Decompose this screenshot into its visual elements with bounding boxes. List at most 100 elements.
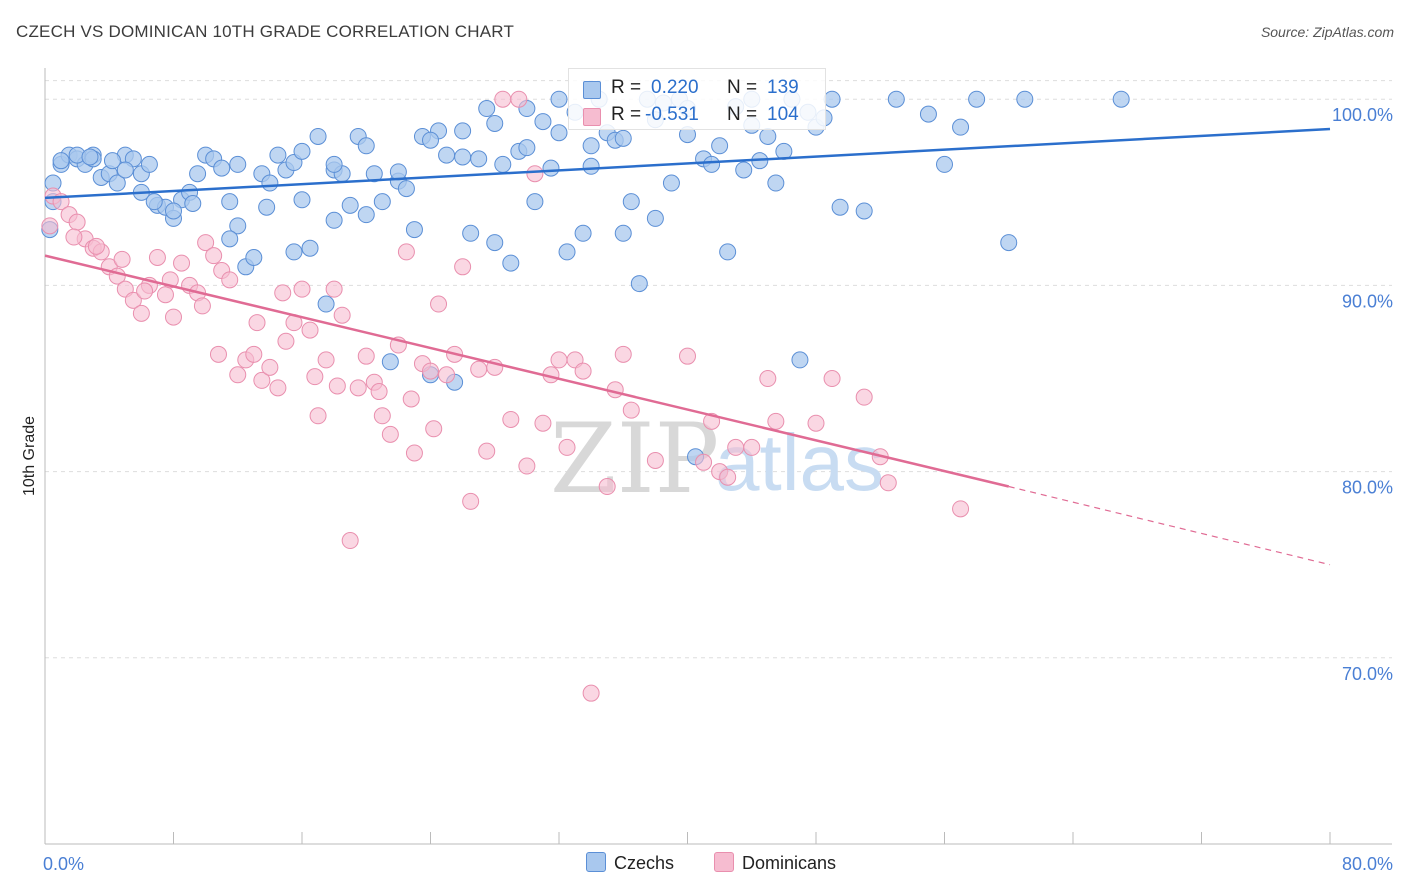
chart-title: CZECH VS DOMINICAN 10TH GRADE CORRELATIO… — [16, 22, 515, 41]
dominican-point — [306, 368, 324, 386]
czech-point — [558, 243, 576, 261]
czech-point — [968, 90, 986, 108]
czech-point — [823, 90, 841, 108]
czech-point — [140, 155, 158, 173]
czech-swatch — [583, 81, 601, 99]
czech-point — [285, 243, 303, 261]
dominican-swatch — [583, 108, 601, 126]
czech-legend-label: Czechs — [614, 853, 675, 873]
dominican-point — [494, 90, 512, 108]
czech-point — [494, 155, 512, 173]
dominican-point — [293, 280, 311, 298]
dominican-point — [87, 237, 105, 255]
czech-point — [478, 100, 496, 118]
czech-point — [582, 157, 600, 175]
czech-point — [534, 113, 552, 131]
dominican-point — [65, 228, 83, 246]
dominican-point — [132, 304, 150, 322]
y-tick-label: 90.0% — [1342, 291, 1393, 311]
dominican-point — [205, 247, 223, 265]
czech-point — [184, 195, 202, 213]
dominican-point — [41, 217, 59, 235]
y-axis-label: 10th Grade — [21, 415, 38, 497]
legend-row-dominicans: R = -0.531 N = 104 — [569, 104, 825, 132]
czech-point — [614, 224, 632, 242]
dominican-point — [425, 420, 443, 438]
dominican-point — [156, 286, 174, 304]
y-tick-label: 70.0% — [1342, 664, 1393, 684]
czech-point — [1000, 234, 1018, 252]
legend-r-label: R = — [611, 77, 642, 98]
czech-point — [454, 122, 472, 140]
czech-point — [767, 174, 785, 192]
dominican-point — [309, 407, 327, 425]
dominican-point — [68, 213, 86, 231]
dominican-point — [245, 345, 263, 363]
dominican-point — [341, 532, 359, 550]
dominican-point — [229, 366, 247, 384]
czech-point — [213, 159, 231, 177]
dominican-point — [823, 370, 841, 388]
czech-point — [1112, 90, 1130, 108]
dominican-point — [855, 388, 873, 406]
czech-point — [145, 193, 163, 211]
czech-point — [526, 193, 544, 211]
dominican-point — [209, 345, 227, 363]
dominican-point — [502, 410, 520, 428]
dominican-point — [148, 249, 166, 266]
czech-point — [405, 221, 423, 239]
legend-r-value: -0.531 — [645, 104, 699, 125]
czech-point — [341, 196, 359, 214]
czech-point — [325, 211, 343, 229]
czech-point — [293, 142, 311, 160]
dominican-point — [679, 347, 696, 365]
czech-point — [301, 239, 319, 257]
czech-point — [52, 152, 70, 170]
czech-point — [630, 275, 648, 293]
x-tick-label: 0.0% — [43, 854, 84, 874]
dominican-point — [381, 425, 399, 443]
dominican-point — [124, 291, 142, 309]
dominican-point — [248, 314, 266, 332]
czech-point — [462, 224, 480, 242]
czech-point — [221, 230, 239, 248]
czech-point — [486, 114, 504, 132]
dominican-trend-extension — [1008, 485, 1331, 566]
y-tick-label: 80.0% — [1342, 478, 1393, 498]
legend-r-value: 0.220 — [651, 77, 699, 98]
czech-point — [582, 137, 600, 155]
czech-point — [357, 137, 375, 155]
czech-point — [550, 124, 568, 142]
dominican-point — [510, 90, 528, 108]
dominican-point — [430, 295, 448, 313]
czech-point — [81, 148, 99, 166]
dominican-legend-label: Dominicans — [742, 853, 837, 873]
czech-point — [293, 191, 311, 209]
dominican-point — [470, 360, 488, 378]
trend-lines — [44, 127, 1331, 566]
dominican-point — [325, 280, 343, 298]
czech-point — [103, 152, 121, 170]
czech-point — [165, 202, 182, 220]
dominican-point — [277, 332, 295, 350]
czech-point — [309, 127, 327, 145]
czech-point — [622, 193, 640, 211]
dominican-point — [193, 297, 211, 315]
czech-point — [719, 243, 737, 261]
chart-source: Source: ZipAtlas.com — [1260, 24, 1394, 40]
czech-point — [936, 155, 953, 173]
dominican-point — [253, 371, 271, 389]
dominican-point — [373, 407, 391, 425]
czech-point — [221, 193, 239, 211]
dominican-point — [113, 250, 131, 268]
dominican-point — [462, 492, 480, 510]
dominican-point — [136, 282, 154, 300]
czech-point — [855, 202, 873, 220]
dominican-point — [767, 412, 785, 430]
dominican-point — [478, 442, 496, 460]
dominican-point — [598, 478, 616, 496]
czech-point — [502, 254, 520, 272]
czech-point — [229, 217, 247, 235]
dominican-point — [317, 351, 335, 369]
